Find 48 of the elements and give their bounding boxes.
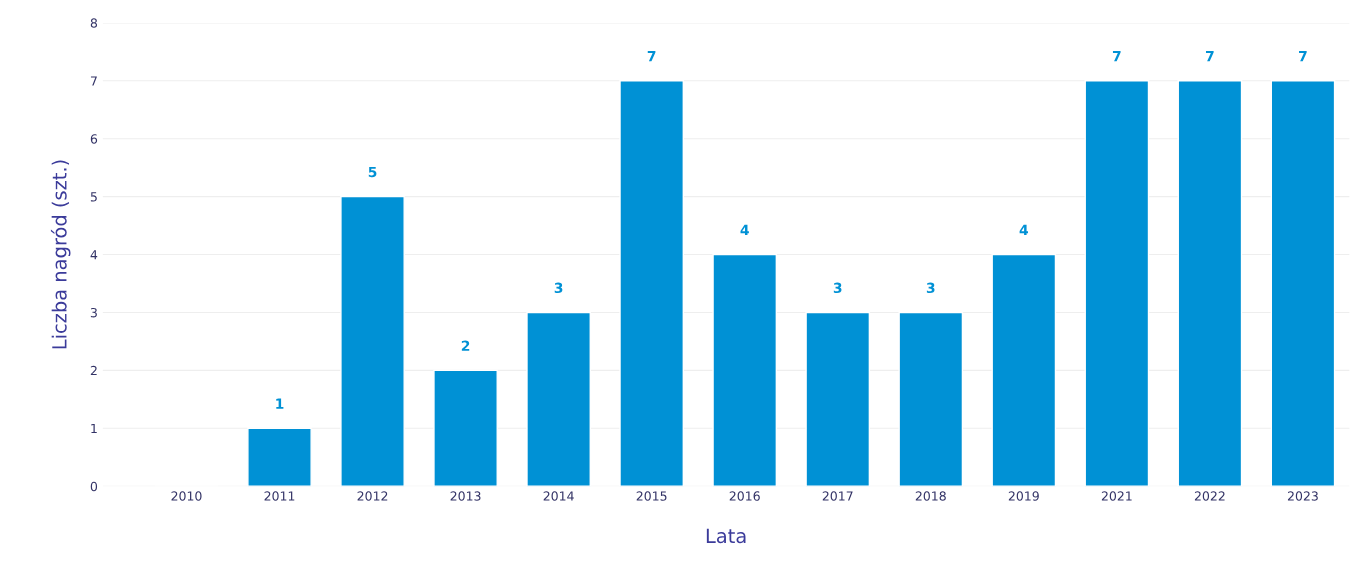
data-label: 1 (276, 398, 284, 409)
x-tick-label: 2011 (264, 491, 295, 501)
x-tick-label: 2014 (543, 491, 574, 501)
x-tick-label: 2012 (357, 491, 388, 501)
data-label: 7 (647, 51, 656, 62)
bar (340, 195, 405, 487)
bar (619, 80, 684, 487)
y-tick-label: 2 (90, 365, 97, 376)
data-label: 7 (1299, 51, 1307, 62)
x-tick-label: 2017 (822, 491, 853, 501)
y-tick-label: 6 (90, 134, 98, 144)
data-label: 7 (1205, 51, 1214, 62)
bar (433, 369, 498, 487)
bar (805, 311, 871, 487)
y-axis-title: Liczba nagród (szt.) (50, 160, 71, 349)
x-tick-label: 2023 (1287, 491, 1318, 501)
bar (1177, 80, 1243, 487)
x-tick-label: 2010 (171, 491, 202, 501)
x-tick-label: 2015 (636, 491, 667, 501)
bar (898, 311, 964, 487)
x-tick-label: 2022 (1194, 491, 1225, 501)
y-tick-label: 7 (90, 76, 97, 86)
x-tick-label: 2021 (1101, 491, 1132, 501)
data-label: 4 (740, 224, 749, 235)
x-axis-title: Lata (706, 528, 746, 544)
bar (247, 427, 312, 487)
x-tick-label: 2016 (729, 491, 760, 501)
bar (991, 253, 1057, 487)
data-label: 7 (1112, 51, 1121, 62)
data-label: 3 (554, 282, 563, 294)
bar (1084, 80, 1150, 487)
bar (526, 311, 591, 487)
y-tick-label: 8 (90, 18, 98, 28)
x-tick-label: 2019 (1008, 491, 1039, 501)
y-tick-label: 5 (90, 192, 97, 202)
data-label: 3 (926, 282, 935, 294)
data-label: 4 (1019, 224, 1029, 235)
y-tick-label: 3 (90, 307, 97, 318)
bar (1270, 80, 1336, 487)
x-tick-label: 2018 (915, 491, 946, 501)
bar (712, 253, 778, 487)
data-label: 3 (833, 282, 842, 294)
y-tick-label: 1 (91, 423, 97, 434)
data-label: 2 (461, 340, 470, 351)
x-tick-label: 2013 (450, 491, 481, 501)
y-tick-label: 4 (90, 250, 98, 260)
data-label: 5 (368, 166, 377, 178)
y-tick-label: 0 (90, 481, 98, 492)
